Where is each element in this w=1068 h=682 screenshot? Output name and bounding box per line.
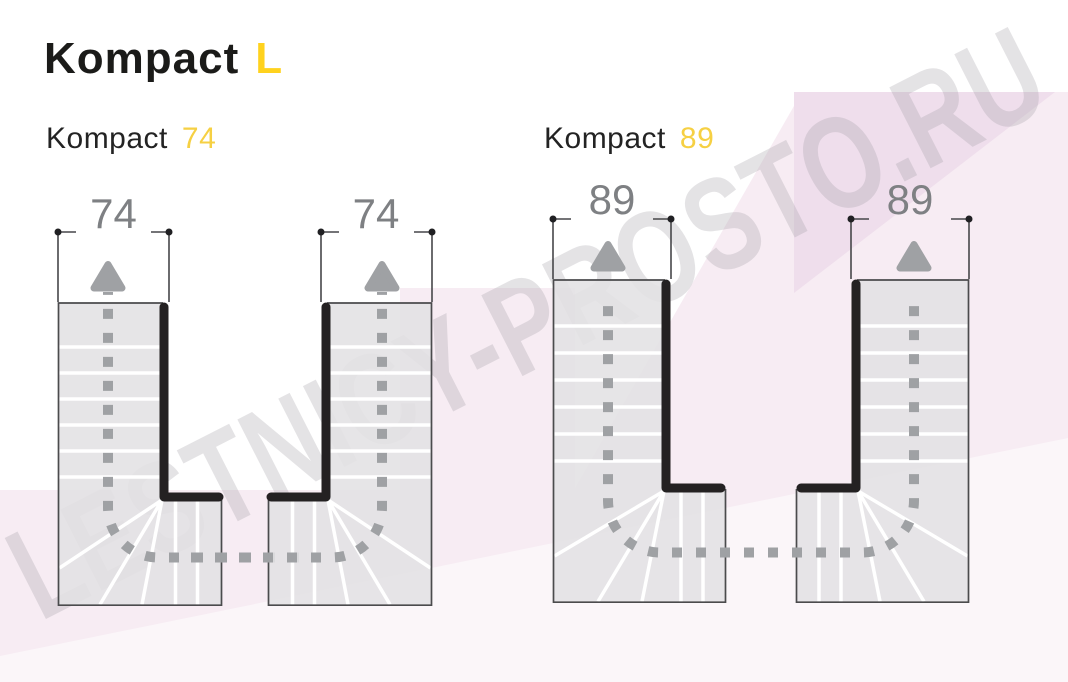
page-title: Kompact L [44, 34, 284, 83]
variant-number: 89 [679, 122, 715, 155]
dimension-label-89-right: 89 [887, 176, 934, 223]
page-title-main: Kompact [44, 34, 240, 83]
variant-label: Kompact [544, 122, 666, 155]
variant-label: Kompact [46, 122, 168, 155]
dimension-label-74-left: 74 [90, 190, 137, 237]
dimension-label-89-left: 89 [589, 176, 636, 223]
page-title-accent: L [255, 34, 284, 83]
dimension-label-74-right: 74 [353, 190, 400, 237]
variant-heading-89: Kompact 89 [544, 122, 714, 155]
variant-number: 74 [181, 122, 217, 155]
variant-heading-74: Kompact 74 [46, 122, 216, 155]
